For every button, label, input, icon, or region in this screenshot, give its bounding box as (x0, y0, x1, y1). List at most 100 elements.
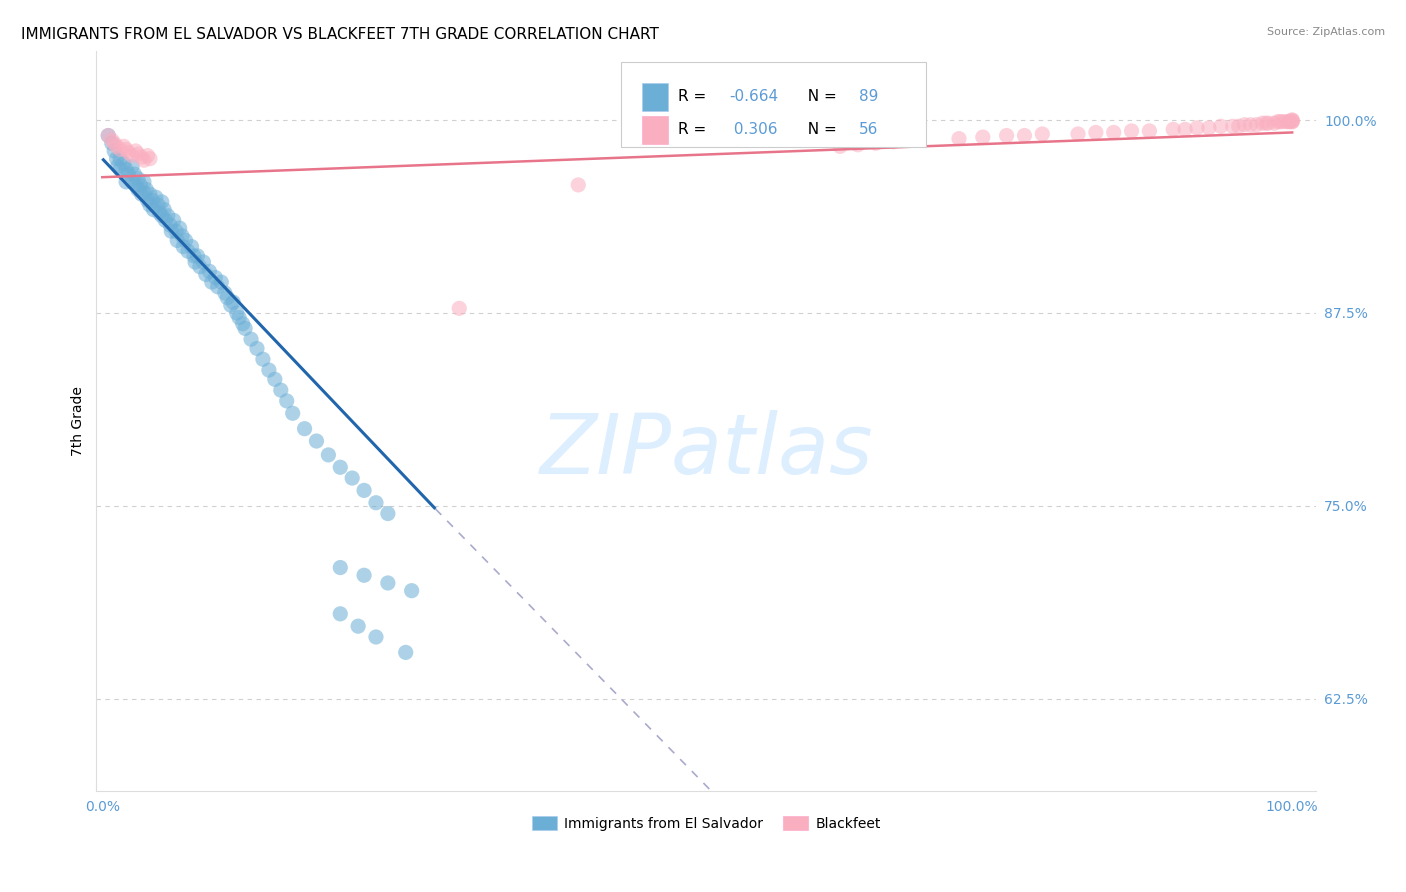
Point (225, 306, 247, 320)
Point (156, 209, 179, 223)
Point (159, 218, 181, 232)
Point (281, 406, 304, 420)
Point (1222, 120, 1244, 134)
Point (150, 209, 173, 223)
Point (318, 448, 340, 462)
Point (257, 363, 280, 377)
Point (105, 152, 128, 166)
Point (132, 153, 155, 168)
Point (103, 144, 125, 158)
Point (135, 182, 157, 196)
Point (1281, 114, 1303, 128)
Point (1084, 125, 1107, 139)
Point (115, 143, 138, 157)
Point (101, 133, 124, 147)
Point (995, 128, 1018, 143)
Point (347, 619, 370, 633)
Point (217, 291, 239, 305)
Point (174, 234, 197, 248)
Point (108, 152, 131, 166)
Y-axis label: 7th Grade: 7th Grade (72, 386, 86, 456)
Text: N =: N = (797, 122, 841, 137)
Point (139, 198, 162, 212)
Text: IMMIGRANTS FROM EL SALVADOR VS BLACKFEET 7TH GRADE CORRELATION CHART: IMMIGRANTS FROM EL SALVADOR VS BLACKFEET… (21, 27, 659, 42)
Point (121, 160, 143, 174)
Point (228, 310, 250, 325)
Point (1251, 116, 1274, 130)
Point (139, 152, 162, 166)
Point (329, 460, 352, 475)
Point (112, 139, 135, 153)
Point (1246, 118, 1268, 132)
Text: Source: ZipAtlas.com: Source: ZipAtlas.com (1267, 27, 1385, 37)
Point (141, 194, 163, 208)
Point (329, 560, 352, 574)
Text: N =: N = (797, 89, 841, 104)
Point (186, 249, 208, 263)
Point (131, 150, 153, 164)
Point (166, 234, 188, 248)
Point (1254, 116, 1277, 130)
Point (107, 160, 129, 174)
Point (1137, 124, 1160, 138)
Point (155, 213, 177, 227)
Point (252, 352, 274, 367)
Point (1275, 114, 1298, 128)
Point (97, 128, 120, 143)
Point (1239, 118, 1261, 132)
Point (145, 190, 167, 204)
Point (865, 136, 887, 151)
Point (364, 496, 387, 510)
Point (139, 187, 162, 202)
Point (184, 255, 207, 269)
Point (828, 139, 851, 153)
Point (148, 198, 170, 212)
Point (1121, 124, 1143, 138)
Point (207, 279, 229, 293)
Point (183, 249, 205, 263)
Point (127, 182, 149, 196)
Point (219, 298, 242, 312)
Text: -0.664: -0.664 (730, 89, 779, 104)
Point (1278, 114, 1301, 128)
Point (1270, 114, 1292, 128)
FancyBboxPatch shape (621, 62, 925, 147)
Point (214, 285, 236, 300)
Point (263, 372, 285, 386)
Point (1281, 114, 1303, 128)
Point (329, 607, 352, 621)
Point (1198, 120, 1220, 135)
Point (108, 143, 131, 157)
Point (204, 270, 226, 285)
Point (97, 128, 120, 143)
Point (377, 507, 399, 521)
Point (131, 187, 153, 202)
Point (117, 145, 139, 160)
Point (170, 228, 193, 243)
Point (142, 202, 165, 217)
Point (172, 239, 194, 253)
Point (132, 175, 155, 189)
Point (198, 264, 221, 278)
Point (193, 255, 215, 269)
Point (1233, 118, 1256, 132)
Point (1281, 113, 1303, 128)
Point (117, 167, 139, 181)
Point (121, 175, 143, 189)
Point (1102, 125, 1125, 139)
Point (222, 295, 245, 310)
Point (108, 162, 131, 177)
Point (1267, 114, 1289, 128)
Point (377, 576, 399, 591)
Point (972, 130, 994, 145)
Point (169, 221, 191, 235)
Point (449, 301, 471, 316)
Point (240, 332, 263, 346)
Text: R =: R = (678, 89, 711, 104)
Point (163, 213, 186, 227)
Point (136, 148, 159, 162)
Point (846, 137, 869, 152)
Point (121, 148, 143, 162)
Point (340, 471, 363, 485)
Point (112, 156, 135, 170)
